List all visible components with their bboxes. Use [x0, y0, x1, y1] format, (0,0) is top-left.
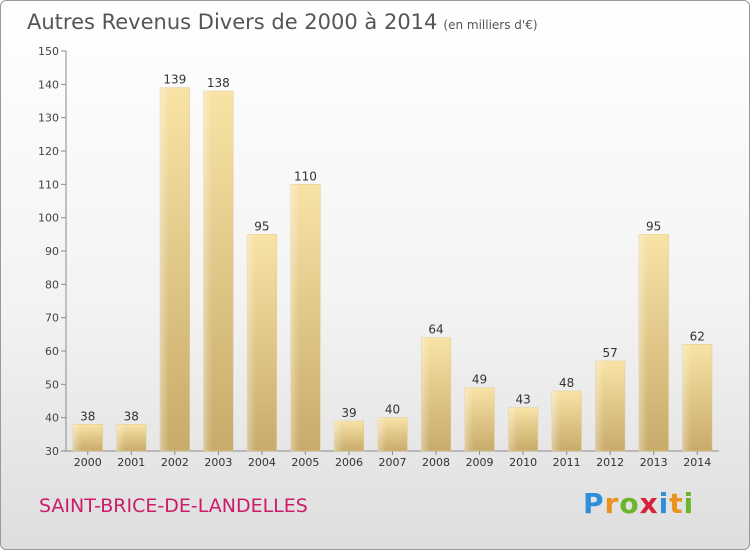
y-tick-label: 90 [45, 245, 59, 258]
brand-letter: x [639, 487, 659, 520]
bar-value-label: 95 [646, 219, 661, 233]
bar-highlight [160, 87, 169, 452]
chart-labels: 2000 38 2001 38 2002 139 2003 138 2004 95 2005 110 2… [74, 73, 711, 469]
brand-letter: t [669, 487, 684, 520]
bar-value-label: 139 [163, 73, 186, 87]
x-tick-label: 2008 [422, 456, 450, 469]
x-tick-label: 2007 [379, 456, 407, 469]
chart-title-text: Autres Revenus Divers de 2000 à 2014 [27, 10, 438, 34]
bar-highlight [464, 387, 474, 451]
brand-letter: o [619, 487, 640, 520]
location-name: SAINT-BRICE-DE-LANDELLES [39, 495, 308, 517]
bar-highlight [551, 391, 561, 451]
proxiti-logo: Proxiti [583, 487, 694, 520]
bar-value-label: 64 [428, 323, 443, 337]
y-tick-label: 120 [38, 145, 59, 158]
x-tick-label: 2009 [466, 456, 494, 469]
x-tick-label: 2013 [640, 456, 668, 469]
bar-highlight [247, 234, 256, 451]
x-tick-label: 2003 [204, 456, 232, 469]
bar-value-label: 43 [515, 393, 530, 407]
bar-value-label: 57 [603, 346, 618, 360]
bar-highlight [116, 424, 126, 451]
bar-value-label: 110 [294, 169, 317, 183]
bar-value-label: 38 [80, 409, 95, 423]
bar-highlight [203, 91, 213, 451]
bar-value-label: 39 [341, 406, 356, 420]
x-tick-label: 2001 [117, 456, 145, 469]
x-tick-label: 2014 [683, 456, 711, 469]
brand-letter: i [658, 487, 670, 520]
brand-letter: r [604, 487, 620, 520]
y-tick-label: 60 [45, 345, 59, 358]
bar-highlight [421, 337, 431, 451]
y-tick-label: 110 [38, 178, 59, 191]
chart-title: Autres Revenus Divers de 2000 à 2014 (en … [27, 10, 538, 34]
bar-highlight [290, 184, 300, 452]
y-tick-label: 130 [38, 112, 59, 125]
brand-letter: P [583, 487, 605, 520]
bar-highlight [682, 344, 692, 451]
bar-value-label: 62 [690, 329, 705, 343]
chart-bars [72, 87, 713, 452]
y-tick-label: 30 [45, 445, 59, 458]
x-tick-label: 2000 [74, 456, 102, 469]
y-tick-label: 140 [38, 78, 59, 91]
x-tick-label: 2010 [509, 456, 537, 469]
y-tick-label: 40 [45, 412, 59, 425]
bar-value-label: 95 [254, 219, 269, 233]
x-tick-label: 2006 [335, 456, 363, 469]
y-tick-label: 100 [38, 212, 59, 225]
x-tick-label: 2012 [596, 456, 624, 469]
bar-highlight [638, 234, 648, 451]
bar-value-label: 48 [559, 376, 574, 390]
brand-letter: i [683, 487, 695, 520]
y-tick-label: 80 [45, 278, 59, 291]
chart-axes: 30 40 50 60 70 80 90 100 110 120 130 140 150 [38, 45, 719, 458]
y-tick-label: 70 [45, 312, 59, 325]
bar-value-label: 38 [124, 409, 139, 423]
x-tick-label: 2011 [553, 456, 581, 469]
bar-highlight [334, 421, 344, 451]
chart-subtitle: (en milliers d'€) [443, 18, 538, 32]
bar-highlight [595, 361, 605, 451]
y-tick-label: 150 [38, 45, 59, 58]
y-tick-label: 50 [45, 378, 59, 391]
bar-highlight [72, 424, 82, 451]
x-tick-label: 2005 [291, 456, 319, 469]
bar-value-label: 49 [472, 373, 487, 387]
x-tick-label: 2004 [248, 456, 276, 469]
bar-highlight [377, 417, 387, 451]
bar-highlight [508, 407, 518, 451]
x-tick-label: 2002 [161, 456, 189, 469]
bar-value-label: 138 [207, 76, 230, 90]
bar-value-label: 40 [385, 403, 400, 417]
